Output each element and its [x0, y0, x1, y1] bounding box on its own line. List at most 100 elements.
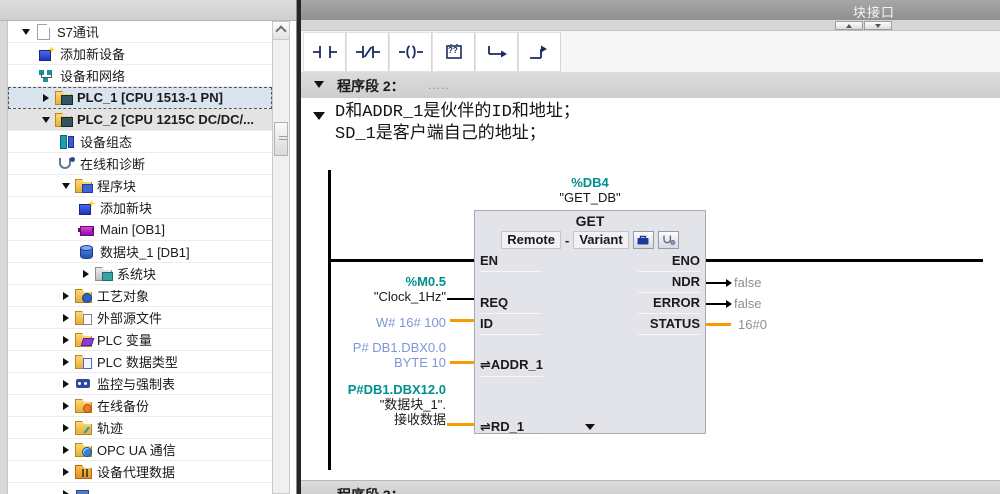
stethoscope-icon: [663, 235, 676, 245]
instance-db-name[interactable]: "GET_DB": [559, 190, 621, 205]
param-addr1[interactable]: ⇌ADDR_1: [480, 357, 543, 377]
param-id[interactable]: ID: [480, 316, 542, 335]
tree-row-system-blocks[interactable]: 系统块: [8, 263, 272, 285]
expander-right-icon[interactable]: [58, 380, 73, 388]
param-status[interactable]: STATUS: [638, 316, 700, 335]
collapse-network-icon[interactable]: [314, 81, 324, 88]
block-interface-title: 块接口: [853, 5, 896, 20]
expander-right-icon[interactable]: [58, 402, 73, 410]
param-error[interactable]: ERROR: [638, 295, 700, 314]
pane-splitter[interactable]: [296, 0, 301, 494]
expand-interface-button[interactable]: [835, 21, 863, 30]
toolbox-button[interactable]: [632, 231, 654, 249]
param-eno[interactable]: ENO: [638, 253, 700, 272]
rd1-operand-name-line1[interactable]: "数据块_1".: [379, 397, 446, 412]
ladder-workspace[interactable]: %DB4 "GET_DB" GET Remote - Variant: [301, 164, 1000, 480]
expander-down-icon[interactable]: [58, 183, 73, 189]
toolbox-icon: [637, 235, 649, 244]
plc-folder-icon: [55, 112, 73, 127]
tree-row-tech-objects[interactable]: 工艺对象: [8, 285, 272, 307]
param-req[interactable]: REQ: [480, 295, 542, 314]
system-blocks-icon: [95, 266, 113, 281]
no-contact-button[interactable]: [303, 32, 346, 72]
plc-datatypes-icon: [75, 354, 92, 369]
tree-row-proxy-data[interactable]: 设备代理数据: [8, 461, 272, 483]
tree-row-opcua[interactable]: OPC UA 通信: [8, 439, 272, 461]
tree-row-data-block-1[interactable]: 数据块_1 [DB1]: [8, 241, 272, 263]
expander-right-icon[interactable]: [38, 94, 53, 102]
tree-row-program-blocks[interactable]: 程序块: [8, 175, 272, 197]
param-en[interactable]: EN: [480, 253, 542, 272]
expander-down-icon[interactable]: [18, 29, 33, 35]
get-function-block[interactable]: GET Remote - Variant: [474, 210, 706, 439]
nc-contact-button[interactable]: [346, 32, 389, 72]
expander-right-icon[interactable]: [78, 270, 93, 278]
expander-right-icon[interactable]: [58, 314, 73, 322]
expander-right-icon[interactable]: [58, 446, 73, 454]
open-branch-button[interactable]: [475, 32, 518, 72]
network-3-header[interactable]: 程序段 3：: [301, 480, 1000, 494]
instance-db-address[interactable]: %DB4: [571, 175, 609, 190]
rd1-operand-address[interactable]: P#DB1.DBX12.0: [347, 382, 446, 397]
ndr-monitor-value: false: [734, 275, 762, 290]
id-operand-value[interactable]: W# 16# 100: [375, 315, 446, 330]
tree-row-devices-networks[interactable]: 设备和网络: [8, 65, 272, 87]
expander-right-icon[interactable]: [58, 468, 73, 476]
rd1-operand-name-line2[interactable]: 接收数据: [393, 412, 446, 427]
tree-row-traces[interactable]: 轨迹: [8, 417, 272, 439]
req-operand-address[interactable]: %M0.5: [405, 274, 446, 289]
block-interface-bar: 块接口: [301, 0, 1000, 21]
empty-box-button[interactable]: ??: [432, 32, 475, 72]
tree-label: 添加新块: [100, 201, 153, 216]
tree-row-plc1[interactable]: PLC_1 [CPU 1513-1 PN]: [8, 87, 272, 109]
tree-row-watch-tables[interactable]: 监控与强制表: [8, 373, 272, 395]
addr1-operand-line1[interactable]: P# DB1.DBX0.0: [352, 340, 446, 355]
tree-row-partial[interactable]: [8, 483, 272, 494]
network-2-header[interactable]: 程序段 2： .....: [301, 72, 1000, 99]
expander-right-icon[interactable]: [58, 336, 73, 344]
tree-row-project[interactable]: S7通讯: [8, 21, 272, 43]
tree-label: PLC_2 [CPU 1215C DC/DC/...: [77, 112, 254, 127]
tree-row-device-config[interactable]: 设备组态: [8, 131, 272, 153]
network-comment-text[interactable]: D和ADDR_1是伙伴的ID和地址； SD_1是客户端自己的地址；: [335, 102, 580, 146]
expander-down-icon[interactable]: [38, 117, 53, 123]
tree-row-plc2[interactable]: PLC_2 [CPU 1215C DC/DC/...: [8, 109, 272, 131]
tree-row-online-diagnostics[interactable]: 在线和诊断: [8, 153, 272, 175]
req-operand-name[interactable]: "Clock_1Hz": [373, 289, 446, 304]
expander-right-icon[interactable]: [58, 358, 73, 366]
close-branch-button[interactable]: [518, 32, 561, 72]
scrollbar-up-icon[interactable]: [273, 22, 289, 40]
expander-right-icon[interactable]: [58, 292, 73, 300]
block-type-select[interactable]: Variant: [573, 231, 629, 249]
tree-row-add-device[interactable]: 添加新设备: [8, 43, 272, 65]
no-contact-icon: [312, 46, 337, 58]
expander-right-icon[interactable]: [58, 490, 73, 494]
diagnostics-button[interactable]: [657, 231, 679, 249]
network-comment-area[interactable]: D和ADDR_1是伙伴的ID和地址； SD_1是客户端自己的地址；: [301, 98, 1000, 164]
tree-row-online-backups[interactable]: 在线备份: [8, 395, 272, 417]
expander-right-icon[interactable]: [58, 424, 73, 432]
power-rail: [328, 170, 331, 470]
param-ndr[interactable]: NDR: [638, 274, 700, 293]
addr1-wire: [450, 361, 474, 364]
coil-button[interactable]: [389, 32, 432, 72]
scrollbar-thumb[interactable]: [274, 122, 288, 156]
tree-row-plc-datatypes[interactable]: PLC 数据类型: [8, 351, 272, 373]
block-resize-handle-icon[interactable]: [585, 424, 595, 430]
tree-row-plc-tags[interactable]: PLC 变量: [8, 329, 272, 351]
tree-label: 工艺对象: [97, 289, 150, 304]
collapse-comment-icon[interactable]: [313, 112, 325, 120]
tree-row-add-block[interactable]: 添加新块: [8, 197, 272, 219]
addr1-operand-line2[interactable]: BYTE 10: [393, 355, 446, 370]
tree-scrollbar[interactable]: [272, 21, 290, 494]
tree-row-external-sources[interactable]: 外部源文件: [8, 307, 272, 329]
collapse-interface-button[interactable]: [864, 21, 892, 30]
param-rd1[interactable]: ⇌RD_1: [480, 419, 542, 439]
status-stub-wire: [706, 323, 731, 326]
eno-wire: [706, 259, 983, 262]
tree-row-main-ob1[interactable]: Main [OB1]: [8, 219, 272, 241]
project-tree: S7通讯 添加新设备 设备和网络 PLC_1 [CPU 1513-1 PN] P…: [8, 21, 272, 494]
device-config-icon: [58, 134, 75, 149]
block-family-select[interactable]: Remote: [501, 231, 561, 249]
network-comment-placeholder[interactable]: .....: [428, 78, 450, 92]
